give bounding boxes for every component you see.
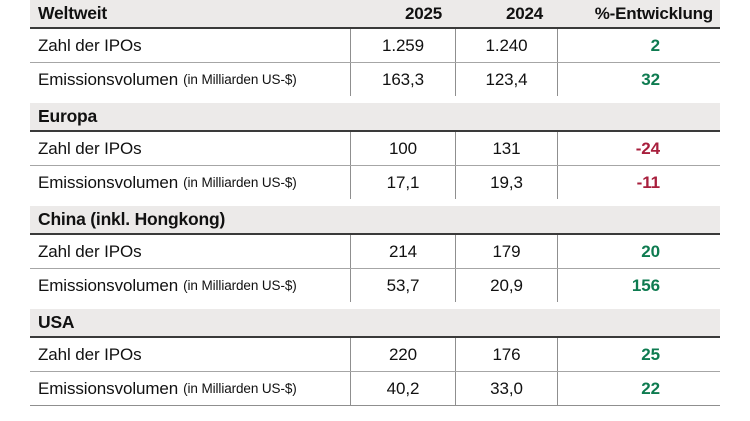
section-header-europa: Europa (30, 103, 720, 132)
table-row: Zahl der IPOs 220 176 25 (30, 338, 720, 372)
value-2025: 17,1 (350, 166, 455, 199)
value-2024: 33,0 (455, 372, 557, 405)
row-label: Zahl der IPOs (30, 132, 350, 165)
section-title: China (inkl. Hongkong) (38, 209, 226, 229)
value-2024: 123,4 (455, 63, 557, 96)
section-title: Weltweit (38, 3, 108, 23)
row-label: Emissionsvolumen (in Milliarden US-$) (30, 269, 350, 302)
section-china: China (inkl. Hongkong) Zahl der IPOs 214… (30, 206, 720, 302)
row-label-text: Emissionsvolumen (38, 275, 179, 295)
column-header-2025: 2025 (404, 3, 442, 23)
row-label-text: Zahl der IPOs (38, 344, 142, 364)
table-row: Emissionsvolumen (in Milliarden US-$) 53,… (30, 269, 720, 302)
section-weltweit: Weltweit 2025 2024 %-Entwicklung Zahl de… (30, 0, 720, 96)
value-2024: 19,3 (455, 166, 557, 199)
table-row: Zahl der IPOs 214 179 20 (30, 235, 720, 269)
value-pct: 32 (557, 63, 720, 96)
value-2025: 163,3 (350, 63, 455, 96)
value-2024: 131 (455, 132, 557, 165)
value-2024: 20,9 (455, 269, 557, 302)
section-header-china: China (inkl. Hongkong) (30, 206, 720, 235)
value-2025: 220 (350, 338, 455, 371)
column-header-pct-entwicklung: %-Entwicklung (594, 3, 713, 23)
table-row: Zahl der IPOs 1.259 1.240 2 (30, 29, 720, 63)
value-pct: 22 (557, 372, 720, 405)
table-row: Emissionsvolumen (in Milliarden US-$) 40,… (30, 372, 720, 405)
value-2025: 1.259 (350, 29, 455, 62)
row-label: Zahl der IPOs (30, 29, 350, 62)
row-label: Emissionsvolumen (in Milliarden US-$) (30, 372, 350, 405)
value-pct: 25 (557, 338, 720, 371)
row-label-text: Zahl der IPOs (38, 35, 142, 55)
value-2024: 176 (455, 338, 557, 371)
row-label: Zahl der IPOs (30, 235, 350, 268)
value-2025: 100 (350, 132, 455, 165)
value-2024: 179 (455, 235, 557, 268)
value-pct: -11 (557, 166, 720, 199)
section-europa: Europa Zahl der IPOs 100 131 -24 Emissio… (30, 103, 720, 199)
row-label-text: Emissionsvolumen (38, 69, 179, 89)
row-label-note: (in Milliarden US-$) (183, 381, 297, 396)
section-header-usa: USA (30, 309, 720, 338)
value-pct: 20 (557, 235, 720, 268)
value-2025: 214 (350, 235, 455, 268)
value-2024: 1.240 (455, 29, 557, 62)
table-row: Emissionsvolumen (in Milliarden US-$) 17,… (30, 166, 720, 199)
value-2025: 40,2 (350, 372, 455, 405)
row-label: Emissionsvolumen (in Milliarden US-$) (30, 63, 350, 96)
section-title: Europa (38, 106, 98, 126)
row-label-text: Zahl der IPOs (38, 241, 142, 261)
row-label-note: (in Milliarden US-$) (183, 278, 297, 293)
column-header-2024: 2024 (505, 3, 543, 23)
value-pct: -24 (557, 132, 720, 165)
section-header-weltweit: Weltweit 2025 2024 %-Entwicklung (30, 0, 720, 29)
value-2025: 53,7 (350, 269, 455, 302)
section-title: USA (38, 312, 75, 332)
row-label: Zahl der IPOs (30, 338, 350, 371)
row-label-text: Zahl der IPOs (38, 138, 142, 158)
value-pct: 156 (557, 269, 720, 302)
row-label-note: (in Milliarden US-$) (183, 175, 297, 190)
value-pct: 2 (557, 29, 720, 62)
table-row: Emissionsvolumen (in Milliarden US-$) 163… (30, 63, 720, 96)
table-row: Zahl der IPOs 100 131 -24 (30, 132, 720, 166)
row-label-text: Emissionsvolumen (38, 172, 179, 192)
row-label-note: (in Milliarden US-$) (183, 72, 297, 87)
ipo-statistics-table: Weltweit 2025 2024 %-Entwicklung Zahl de… (30, 0, 720, 413)
row-label-text: Emissionsvolumen (38, 378, 179, 398)
section-usa: USA Zahl der IPOs 220 176 25 Emissionsvo… (30, 309, 720, 406)
row-label: Emissionsvolumen (in Milliarden US-$) (30, 166, 350, 199)
